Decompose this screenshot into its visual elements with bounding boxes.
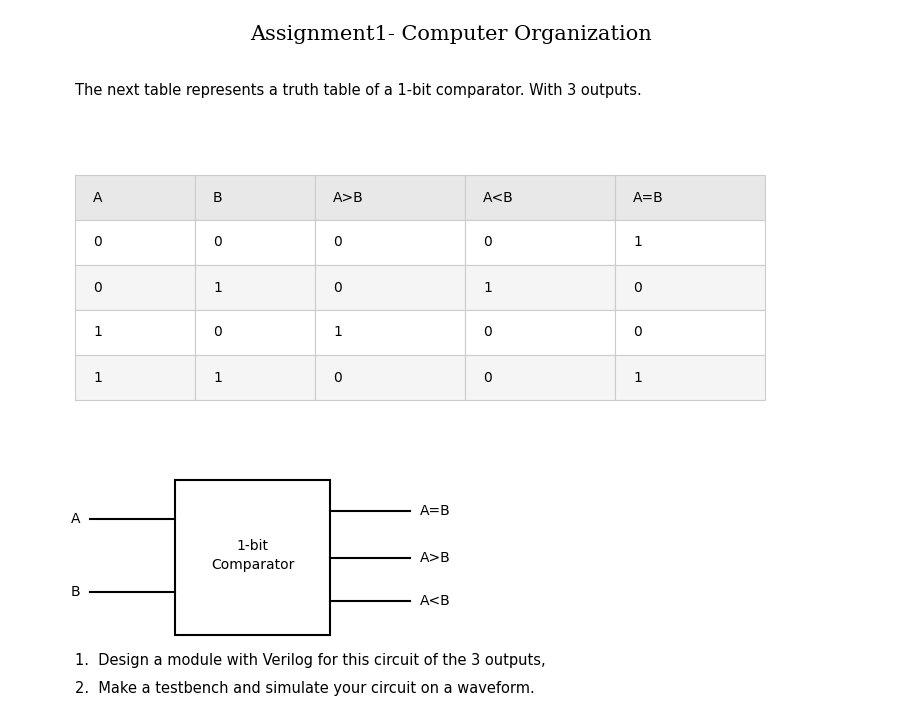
Text: B: B: [70, 585, 80, 598]
Text: 0: 0: [632, 326, 641, 339]
Bar: [465, 355, 614, 400]
Bar: [315, 175, 465, 220]
Text: A>B: A>B: [419, 550, 450, 565]
Text: 1: 1: [333, 326, 342, 339]
Text: A=B: A=B: [632, 191, 663, 204]
Bar: [195, 175, 315, 220]
Text: 0: 0: [483, 371, 492, 385]
Bar: [75, 355, 195, 400]
Bar: [614, 220, 764, 265]
Text: 0: 0: [333, 371, 341, 385]
Bar: [465, 220, 614, 265]
Bar: [75, 175, 195, 220]
Text: 0: 0: [93, 236, 102, 249]
Text: 0: 0: [333, 236, 341, 249]
Bar: [75, 265, 195, 310]
Bar: [315, 310, 465, 355]
Text: The next table represents a truth table of a 1-bit comparator. With 3 outputs.: The next table represents a truth table …: [75, 83, 641, 98]
Bar: [614, 355, 764, 400]
Bar: [315, 355, 465, 400]
Text: 0: 0: [93, 281, 102, 294]
Bar: [465, 310, 614, 355]
Text: 1.  Design a module with Verilog for this circuit of the 3 outputs,: 1. Design a module with Verilog for this…: [75, 653, 545, 668]
Text: Assignment1- Computer Organization: Assignment1- Computer Organization: [251, 26, 651, 44]
Bar: [614, 175, 764, 220]
Bar: [195, 265, 315, 310]
Text: 1: 1: [93, 371, 102, 385]
Bar: [195, 310, 315, 355]
Text: 0: 0: [483, 236, 492, 249]
Bar: [195, 220, 315, 265]
Bar: [315, 220, 465, 265]
Text: 0: 0: [333, 281, 341, 294]
Text: A: A: [70, 512, 80, 526]
Bar: [614, 265, 764, 310]
Text: Comparator: Comparator: [210, 558, 294, 573]
Text: 1: 1: [632, 236, 641, 249]
Text: 0: 0: [483, 326, 492, 339]
Text: A: A: [93, 191, 103, 204]
Text: 2.  Make a testbench and simulate your circuit on a waveform.: 2. Make a testbench and simulate your ci…: [75, 680, 534, 695]
Bar: [315, 265, 465, 310]
Text: 0: 0: [213, 236, 222, 249]
Bar: [465, 175, 614, 220]
Text: A=B: A=B: [419, 504, 450, 518]
Text: A<B: A<B: [419, 594, 450, 608]
Text: 0: 0: [632, 281, 641, 294]
Text: A>B: A>B: [333, 191, 364, 204]
Bar: [75, 220, 195, 265]
Text: 1: 1: [213, 371, 222, 385]
Text: 0: 0: [213, 326, 222, 339]
Text: 1: 1: [483, 281, 492, 294]
Bar: [195, 355, 315, 400]
Bar: [465, 265, 614, 310]
Text: B: B: [213, 191, 223, 204]
Text: 1-bit: 1-bit: [236, 538, 268, 553]
Bar: [614, 310, 764, 355]
Text: A<B: A<B: [483, 191, 513, 204]
Text: 1: 1: [213, 281, 222, 294]
Text: 1: 1: [632, 371, 641, 385]
Text: 1: 1: [93, 326, 102, 339]
Bar: [75, 310, 195, 355]
Bar: [175, 480, 329, 635]
